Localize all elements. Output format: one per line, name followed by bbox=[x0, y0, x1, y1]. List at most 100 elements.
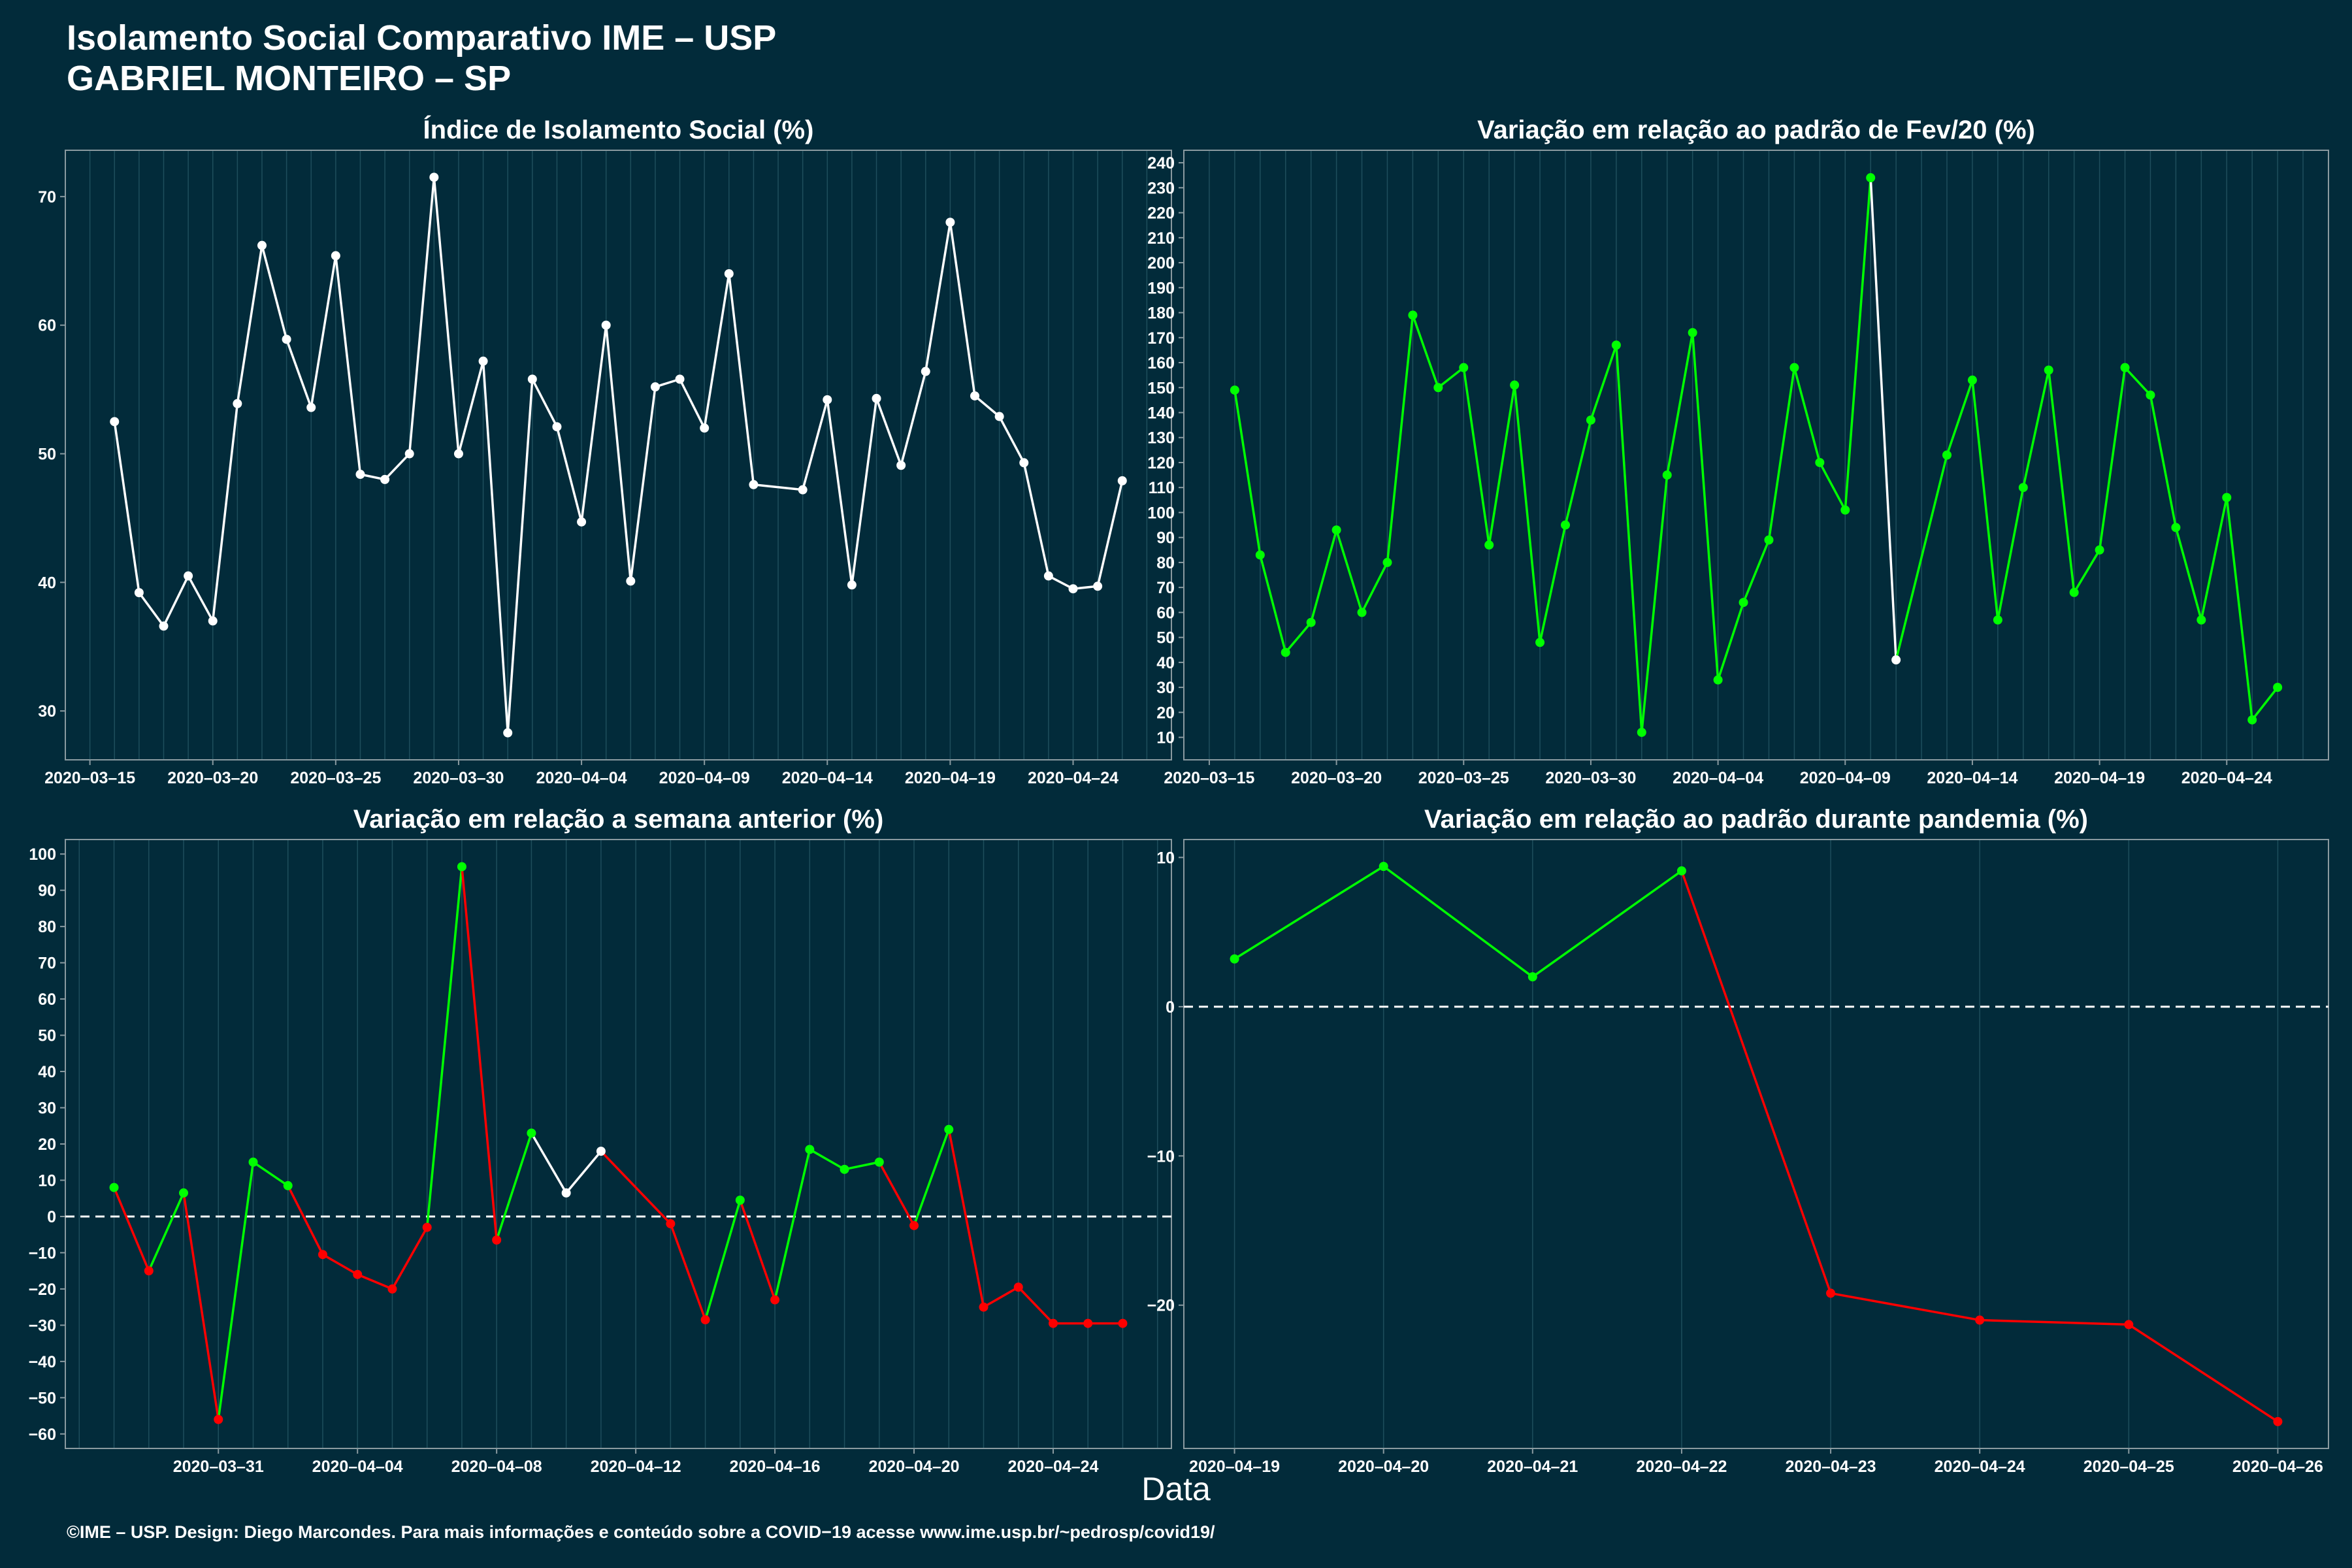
y-tick-label: −20 bbox=[29, 1281, 56, 1299]
series-segment bbox=[580, 325, 608, 523]
x-tick-label: 2020–04–09 bbox=[659, 769, 750, 787]
y-tick-label: −40 bbox=[29, 1353, 56, 1371]
data-point bbox=[1789, 363, 1799, 372]
page-title: Isolamento Social Comparativo IME – USP bbox=[67, 18, 777, 57]
series-segment bbox=[252, 1161, 289, 1187]
x-tick-label: 2020–04–14 bbox=[782, 769, 873, 787]
data-point bbox=[2273, 1416, 2283, 1426]
y-tick-label: 50 bbox=[38, 1027, 56, 1045]
series-segment bbox=[2047, 370, 2076, 593]
series-segment bbox=[1022, 462, 1050, 576]
data-point bbox=[1048, 1318, 1058, 1328]
series-segment bbox=[1048, 574, 1074, 590]
data-point bbox=[527, 1128, 536, 1138]
data-point bbox=[596, 1147, 606, 1156]
series-segment bbox=[728, 273, 755, 485]
x-tick-label: 2020–03–15 bbox=[44, 769, 135, 787]
series-segment bbox=[1869, 177, 1897, 661]
data-point bbox=[798, 485, 808, 495]
data-point bbox=[1764, 535, 1774, 545]
series-segment bbox=[753, 483, 803, 491]
data-point bbox=[144, 1266, 154, 1276]
data-point bbox=[601, 320, 611, 330]
data-point bbox=[110, 417, 120, 427]
series-segment bbox=[482, 361, 509, 733]
y-tick-label: 40 bbox=[38, 574, 56, 592]
y-tick-label: 200 bbox=[1147, 254, 1175, 272]
y-tick-label: −10 bbox=[1147, 1147, 1175, 1166]
data-point bbox=[823, 395, 832, 404]
data-point bbox=[1083, 1318, 1093, 1328]
x-tick-label: 2020–03–30 bbox=[1545, 769, 1636, 787]
series-segment bbox=[1488, 385, 1516, 546]
data-point bbox=[561, 1188, 571, 1198]
data-point bbox=[2120, 363, 2130, 372]
series-segment bbox=[913, 1129, 950, 1226]
series-segment bbox=[924, 221, 952, 372]
chart-title: Índice de Isolamento Social (%) bbox=[423, 115, 814, 144]
y-tick-label: 0 bbox=[47, 1208, 56, 1226]
series-segment bbox=[669, 1223, 707, 1320]
series-segment bbox=[2073, 549, 2101, 593]
x-tick-label: 2020–04–19 bbox=[1189, 1458, 1280, 1476]
data-point bbox=[700, 1315, 710, 1325]
series-segment bbox=[983, 1286, 1019, 1309]
data-point bbox=[979, 1302, 988, 1312]
data-point bbox=[1967, 375, 1977, 385]
chart-title: Variação em relação ao padrão de Fev/20 … bbox=[1477, 116, 2035, 144]
x-tick-label: 2020–03–15 bbox=[1164, 769, 1254, 787]
y-tick-label: 40 bbox=[1156, 654, 1175, 672]
series-segment bbox=[531, 378, 558, 427]
y-tick-label: 210 bbox=[1147, 229, 1175, 248]
y-tick-label: 90 bbox=[38, 882, 56, 900]
data-point bbox=[1739, 598, 1748, 608]
series-segment bbox=[1716, 602, 1745, 681]
series-segment bbox=[236, 245, 263, 404]
series-segment bbox=[211, 403, 239, 621]
series-segment bbox=[739, 1200, 776, 1301]
y-tick-label: 120 bbox=[1147, 454, 1175, 472]
series-segment bbox=[875, 398, 902, 466]
data-point bbox=[134, 588, 144, 598]
data-point bbox=[1527, 972, 1537, 982]
footer-credits: ©IME – USP. Design: Diego Marcondes. Par… bbox=[67, 1522, 1215, 1542]
series-segment bbox=[565, 1150, 602, 1194]
data-point bbox=[1866, 173, 1876, 183]
series-segment bbox=[703, 273, 730, 429]
data-point bbox=[700, 423, 710, 433]
data-point bbox=[1019, 458, 1029, 468]
y-tick-label: 90 bbox=[1156, 529, 1175, 547]
x-tick-label: 2020–03–31 bbox=[173, 1458, 264, 1476]
series-segment bbox=[1641, 474, 1669, 733]
data-point bbox=[1688, 328, 1697, 338]
series-segment bbox=[900, 371, 927, 466]
chart-panel-2: Variação em relação ao padrão de Fev/20 … bbox=[1147, 116, 2329, 787]
series-segment bbox=[530, 1132, 568, 1194]
series-segment bbox=[357, 1273, 393, 1290]
series-segment bbox=[1971, 380, 1999, 621]
data-point bbox=[1459, 363, 1469, 372]
series-segment bbox=[629, 386, 657, 581]
series-segment bbox=[1513, 385, 1541, 643]
data-point bbox=[735, 1195, 745, 1205]
series-segment bbox=[287, 1185, 324, 1255]
series-segment bbox=[2251, 687, 2279, 721]
series-segment bbox=[1691, 333, 1720, 680]
series-segment bbox=[1017, 1286, 1054, 1324]
series-segment bbox=[1096, 480, 1124, 587]
x-tick-label: 2020–04–14 bbox=[1927, 769, 2017, 787]
y-tick-label: 50 bbox=[38, 446, 56, 464]
data-point bbox=[1510, 380, 1520, 390]
series-segment bbox=[1615, 345, 1643, 733]
series-segment bbox=[335, 255, 362, 475]
y-tick-label: 180 bbox=[1147, 304, 1175, 323]
y-tick-label: 150 bbox=[1147, 379, 1175, 397]
series-segment bbox=[2174, 527, 2203, 621]
data-point bbox=[994, 412, 1004, 421]
y-tick-label: 10 bbox=[1156, 729, 1175, 747]
series-segment bbox=[2022, 370, 2050, 488]
data-point bbox=[626, 576, 636, 586]
x-tick-label: 2020–04–08 bbox=[451, 1458, 542, 1476]
y-tick-label: 20 bbox=[1156, 704, 1175, 722]
x-tick-label: 2020–04–23 bbox=[1786, 1458, 1876, 1476]
